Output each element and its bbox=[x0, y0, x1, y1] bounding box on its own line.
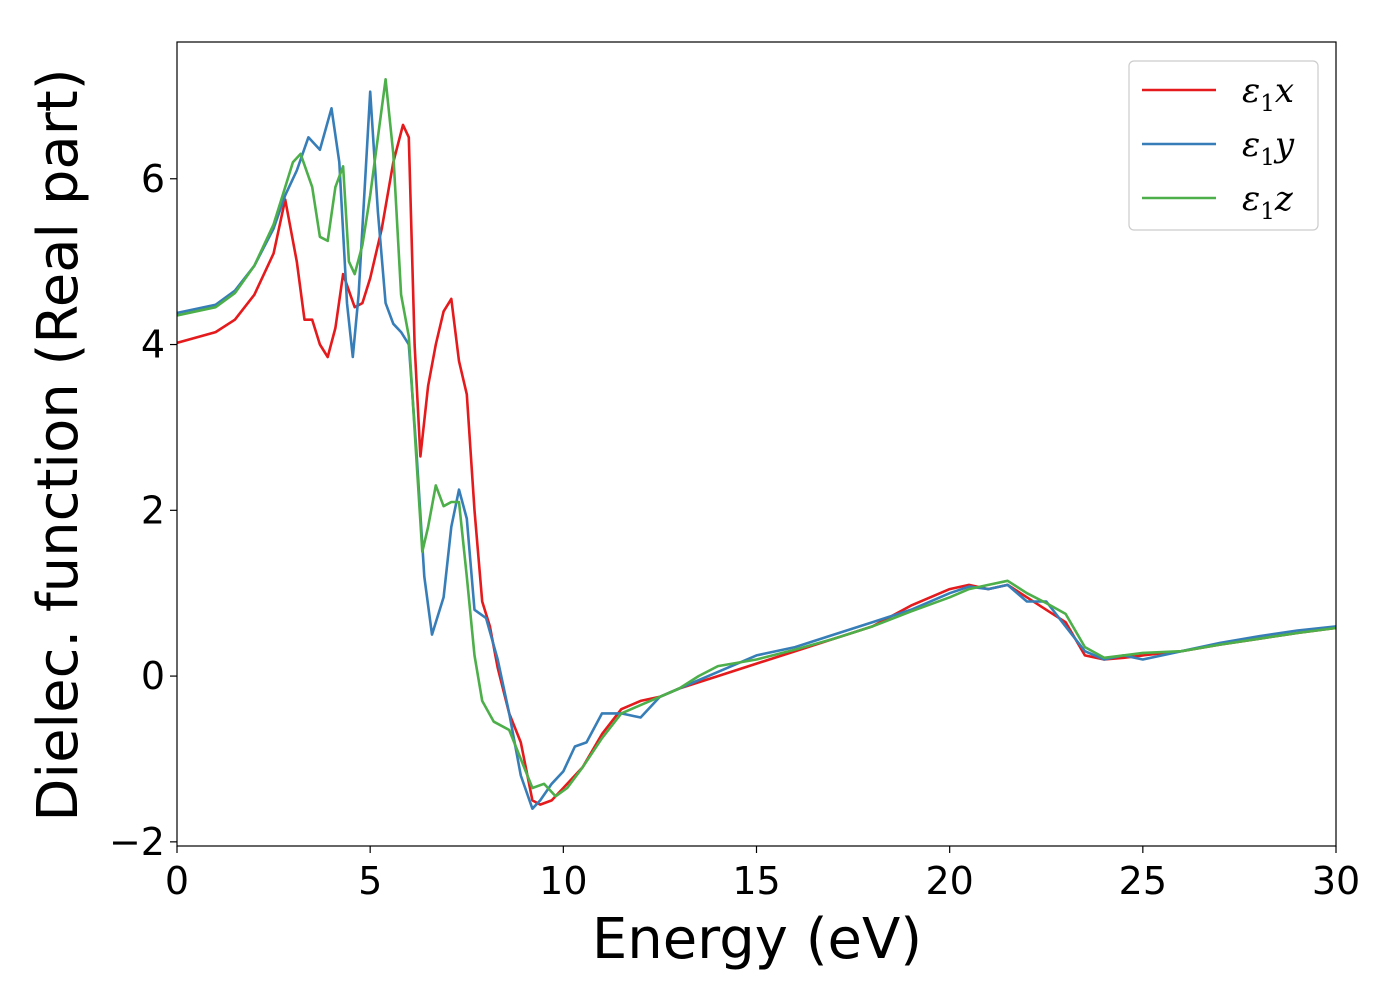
x-tick-label: 20 bbox=[925, 859, 973, 903]
x-axis-ticks: 0 5 10 15 20 25 30 bbox=[165, 846, 1360, 903]
x-tick-label: 30 bbox=[1312, 859, 1360, 903]
y-axis-title: Dielec. function (Real part) bbox=[26, 68, 91, 821]
y-axis-ticks: −2 0 2 4 6 bbox=[109, 157, 177, 864]
plot-lines bbox=[177, 78, 1336, 811]
legend-label-variable: y bbox=[1273, 125, 1295, 165]
x-tick-label: 5 bbox=[358, 859, 382, 903]
legend-label-subscript: 1 bbox=[1260, 145, 1275, 171]
y-tick-label: 4 bbox=[141, 323, 165, 367]
x-axis-title: Energy (eV) bbox=[592, 907, 922, 972]
legend-label-base: ε bbox=[1242, 71, 1260, 111]
legend-label-subscript: 1 bbox=[1260, 199, 1275, 225]
x-tick-label: 15 bbox=[732, 859, 780, 903]
legend-label-y: ε1y bbox=[1242, 125, 1295, 171]
y-tick-label: 2 bbox=[141, 488, 165, 532]
legend-label-x: ε1x bbox=[1242, 71, 1294, 117]
y-tick-label: −2 bbox=[109, 820, 165, 864]
series-line-y bbox=[177, 90, 1336, 811]
x-tick-label: 25 bbox=[1119, 859, 1167, 903]
legend-label-z: ε1z bbox=[1242, 179, 1294, 225]
legend-label-variable: x bbox=[1275, 71, 1294, 111]
series-line-z bbox=[177, 78, 1336, 798]
y-tick-label: 0 bbox=[141, 654, 165, 698]
legend-label-base: ε bbox=[1242, 179, 1260, 219]
legend-label-variable: z bbox=[1274, 179, 1294, 219]
x-tick-label: 10 bbox=[539, 859, 587, 903]
legend-label-subscript: 1 bbox=[1260, 91, 1275, 117]
x-tick-label: 0 bbox=[165, 859, 189, 903]
y-tick-label: 6 bbox=[141, 157, 165, 201]
legend-box bbox=[1128, 60, 1319, 231]
legend-label-base: ε bbox=[1242, 125, 1260, 165]
